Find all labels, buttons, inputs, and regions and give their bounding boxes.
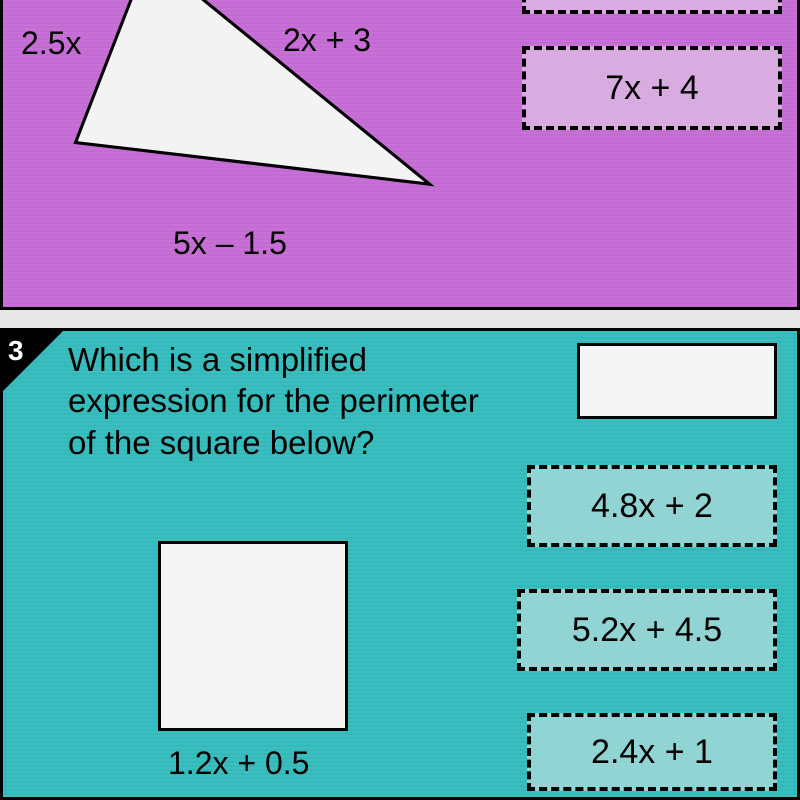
question-number-badge: 3 (3, 331, 63, 391)
answer-option-b[interactable]: 5.2x + 4.5 (517, 589, 777, 671)
triangle-svg (73, 0, 453, 205)
triangle-shape (76, 0, 430, 184)
answer-option-partial[interactable]: 7.5x + 1.5 (522, 0, 782, 14)
answer-option-c-text: 2.4x + 1 (591, 733, 713, 772)
square-side-label: 1.2x + 0.5 (168, 745, 309, 782)
triangle-side-bottom-label: 5x – 1.5 (173, 225, 287, 262)
square-figure (158, 541, 348, 731)
triangle-side-left-label: 2.5x (21, 25, 81, 62)
answer-option-a-text: 4.8x + 2 (591, 487, 713, 526)
question-number-text: 3 (8, 335, 24, 367)
question-text: Which is a simplified expression for the… (68, 339, 538, 463)
answer-option-b-text: 7x + 4 (605, 69, 699, 108)
answer-input-box[interactable] (577, 343, 777, 419)
answer-option-a[interactable]: 4.8x + 2 (527, 465, 777, 547)
answer-option-b[interactable]: 7x + 4 (522, 46, 782, 130)
triangle-figure (73, 0, 453, 205)
answer-option-b-text: 5.2x + 4.5 (572, 611, 722, 650)
answer-option-partial-text: 7.5x + 1.5 (577, 0, 727, 1)
problem-card-2-partial: 2.5x 2x + 3 5x – 1.5 7.5x + 1.5 7x + 4 (0, 0, 800, 310)
card-gap (0, 310, 800, 328)
answer-option-c[interactable]: 2.4x + 1 (527, 713, 777, 791)
triangle-side-right-label: 2x + 3 (283, 22, 371, 59)
problem-card-3: 3 Which is a simplified expression for t… (0, 328, 800, 800)
